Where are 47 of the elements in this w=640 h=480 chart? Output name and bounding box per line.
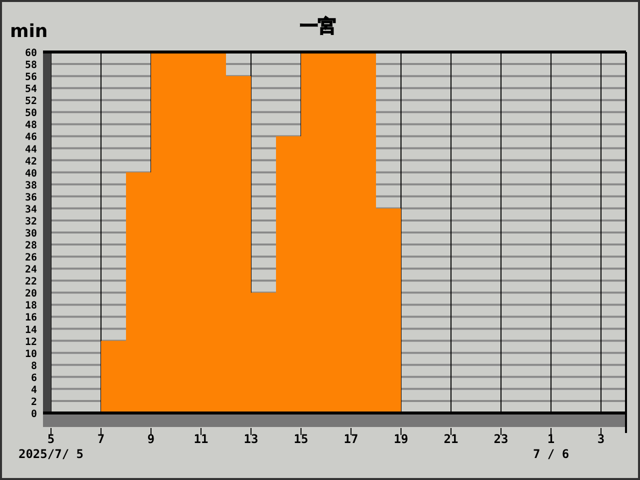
y-tick-label: 42 (24, 156, 37, 168)
y-tick-label: 30 (24, 228, 37, 240)
text: 2025/7/ 5 (18, 447, 84, 461)
y-tick-label: 18 (24, 300, 37, 312)
y-tick-label: 54 (24, 84, 37, 96)
y-tick-label: 24 (24, 264, 37, 276)
x-tick-label: 5 (47, 432, 55, 446)
x-tick-label: 19 (394, 432, 408, 446)
chart-title: 一宮 (300, 16, 336, 37)
y-tick-label: 6 (30, 372, 37, 384)
x-tick-label: 11 (194, 432, 208, 446)
y-axis-title: min (10, 21, 48, 42)
y-tick-label: 12 (24, 336, 37, 348)
y-tick-label: 14 (24, 324, 37, 336)
y-tick-label: 52 (24, 96, 37, 108)
y-tick-label: 58 (24, 60, 37, 72)
x-tick-label: 3 (597, 432, 605, 446)
y-tick-label: 44 (24, 144, 37, 156)
y-tick-label: 0 (30, 409, 37, 420)
y-tick-label: 4 (30, 384, 37, 396)
y-tick-label: 8 (30, 360, 37, 372)
y-tick-label: 56 (24, 72, 37, 84)
y-tick-label: 48 (24, 120, 37, 132)
y-tick-label: 38 (24, 180, 37, 192)
y-tick-label: 22 (24, 276, 37, 288)
x-tick-label: 17 (344, 432, 358, 446)
y-tick-label: 50 (24, 108, 37, 120)
y-tick-label: 60 (24, 48, 37, 59)
y-tick-label: 16 (24, 312, 37, 324)
y-tick-label: 26 (24, 252, 37, 264)
x-tick-label: 13 (244, 432, 258, 446)
y-tick-label: 2 (30, 396, 37, 408)
y-tick-label: 10 (24, 348, 37, 360)
y-tick-label: 40 (24, 168, 37, 180)
y-tick-label: 28 (24, 240, 37, 252)
y-tick-label: 20 (24, 288, 37, 300)
x-tick-label: 23 (494, 432, 508, 446)
text: 7 / 6 (532, 447, 570, 461)
x-tick-label: 7 (97, 432, 105, 446)
x-tick-label: 15 (294, 432, 308, 446)
x-tick-label: 9 (147, 432, 155, 446)
y-tick-label: 34 (24, 204, 37, 216)
y-tick-label: 32 (24, 216, 37, 228)
x-tick-label: 21 (444, 432, 458, 446)
y-tick-label: 46 (24, 132, 37, 144)
x-tick-label: 1 (547, 432, 555, 446)
y-tick-label: 36 (24, 192, 37, 204)
